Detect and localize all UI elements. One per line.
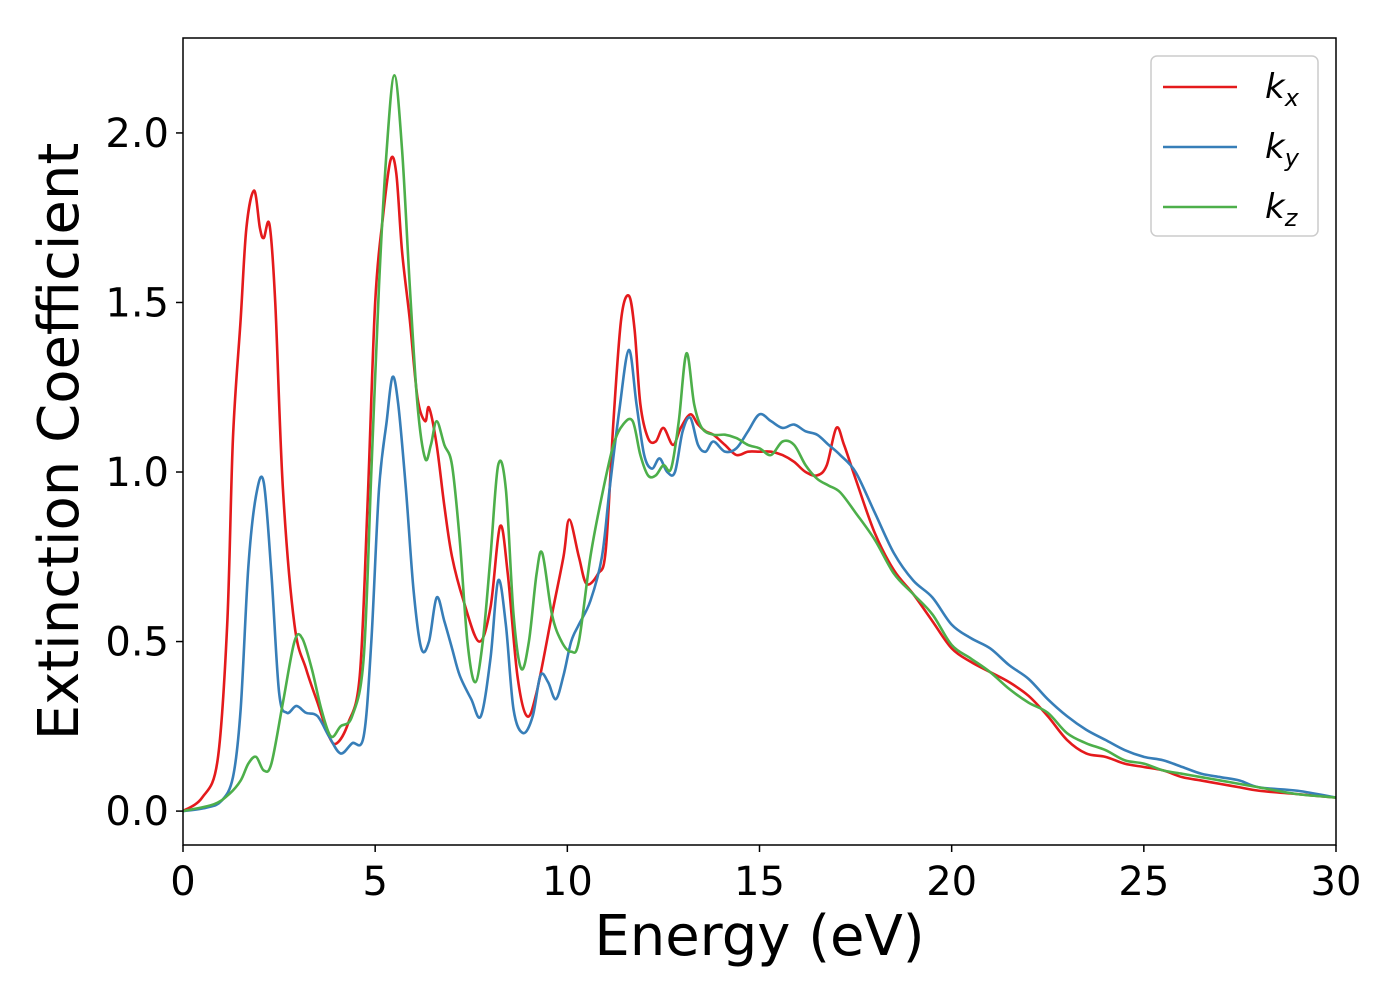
y-tick-label: 1.5 [105, 280, 169, 326]
legend-label: kz [1265, 187, 1299, 232]
series-line-x [183, 155, 1336, 813]
legend-label: kx [1265, 67, 1300, 112]
y-tick-label: 2.0 [105, 111, 169, 157]
plot-area [183, 74, 1336, 813]
x-axis: 0 5 10 15 20 25 30 [170, 845, 1361, 905]
x-tick-label: 5 [362, 859, 387, 905]
legend: kx ky kz [1150, 55, 1319, 237]
y-axis: 0.0 0.5 1.0 1.5 2.0 [105, 111, 183, 835]
series-line-z [183, 74, 1336, 813]
y-tick-label: 1.0 [105, 450, 169, 496]
legend-item-z: kz [1163, 187, 1299, 232]
series-line-y [183, 348, 1336, 813]
legend-item-y: ky [1163, 127, 1300, 172]
x-tick-label: 10 [542, 859, 593, 905]
x-tick-label: 20 [926, 859, 977, 905]
x-axis-title: Energy (eV) [594, 904, 924, 969]
x-tick-label: 0 [170, 859, 195, 905]
x-tick-label: 30 [1311, 859, 1362, 905]
x-tick-label: 15 [734, 859, 785, 905]
y-axis-title: Extinction Coefficient [27, 143, 92, 741]
legend-item-x: kx [1163, 67, 1300, 112]
y-tick-label: 0.0 [105, 789, 169, 835]
y-tick-label: 0.5 [105, 620, 169, 666]
x-tick-label: 25 [1118, 859, 1169, 905]
legend-label: ky [1265, 127, 1300, 172]
